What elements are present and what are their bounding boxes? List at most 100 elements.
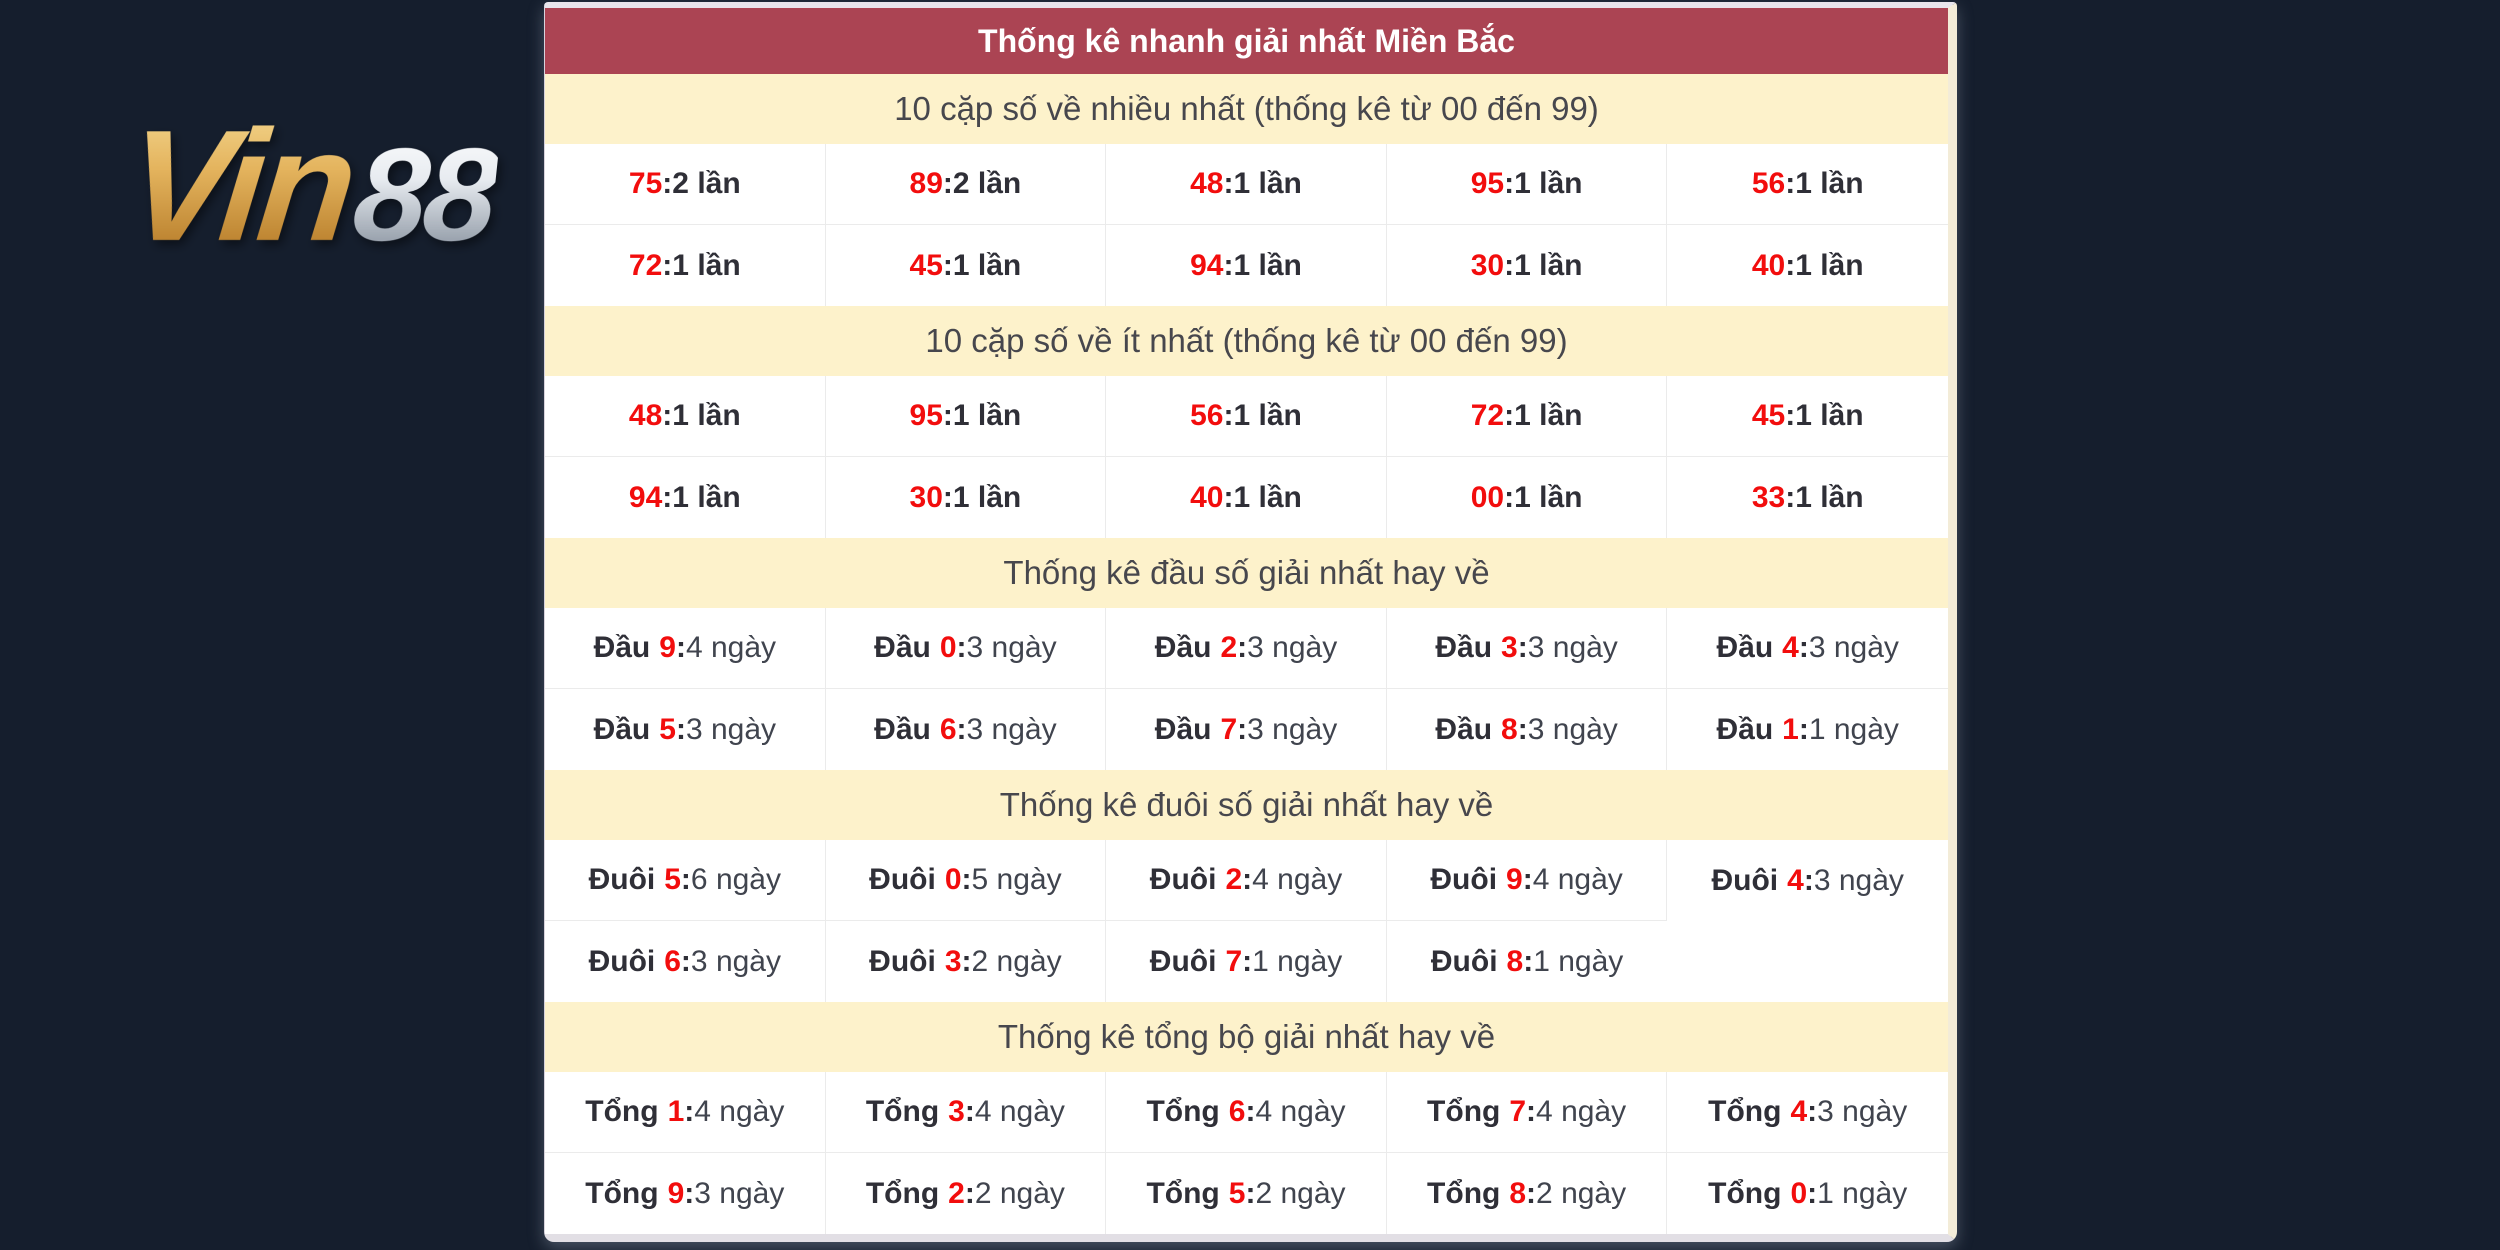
- stat-count: 4 ngày: [1255, 1095, 1346, 1128]
- stat-cell: Đuôi 0: 5 ngày: [825, 840, 1107, 921]
- stat-count: 3 ngày: [1813, 863, 1904, 897]
- stat-cell: Đầu 5: 3 ngày: [545, 689, 826, 770]
- separator: :: [1785, 167, 1796, 200]
- stat-cell: Đầu 8: 3 ngày: [1387, 689, 1668, 770]
- stat-cell: Đuôi 5: 6 ngày: [545, 840, 826, 921]
- stat-number: 7: [1220, 712, 1238, 746]
- separator: :: [956, 631, 967, 664]
- panel-title: Thống kê nhanh giải nhất Miền Bắc: [545, 8, 1948, 74]
- separator: :: [662, 248, 673, 282]
- separator: :: [680, 863, 691, 896]
- stat-cell: Đầu 4: 3 ngày: [1667, 608, 1948, 689]
- stat-count: 5 ngày: [971, 863, 1062, 896]
- stat-cell: Đuôi 6: 3 ngày: [545, 921, 826, 1002]
- stat-label: Đầu: [593, 712, 651, 746]
- stat-cell: 89 : 2 lần: [825, 144, 1107, 225]
- stat-number: 8: [1509, 1176, 1527, 1210]
- stat-label: Đầu: [1716, 712, 1774, 746]
- stat-cell: Tổng 6: 4 ngày: [1106, 1072, 1387, 1153]
- section-header-head-digit-stats: Thống kê đầu số giải nhất hay về: [545, 538, 1948, 608]
- stat-count: 2 ngày: [974, 1176, 1065, 1210]
- stat-count: 3 ngày: [1247, 712, 1338, 746]
- separator: :: [1523, 944, 1534, 978]
- stat-label: Đuôi: [869, 863, 936, 896]
- stat-cell: 30 : 1 lần: [826, 457, 1107, 538]
- stat-number: 7: [1225, 944, 1243, 978]
- stat-row: 94 : 1 lần 30 : 1 lần 40 : 1 lần 00 : 1 lần…: [545, 457, 1948, 538]
- separator: :: [1785, 399, 1796, 432]
- separator: :: [956, 712, 967, 746]
- stat-label: Đầu: [1435, 631, 1493, 664]
- stat-number: 48: [1190, 167, 1224, 200]
- stat-cell: 94 : 1 lần: [1106, 225, 1387, 306]
- stat-cell: Đuôi 2: 4 ngày: [1106, 840, 1387, 921]
- stat-count: 3 ngày: [685, 712, 777, 746]
- stat-cell: Đầu 1: 1 ngày: [1667, 689, 1948, 770]
- stat-row: Đuôi 6: 3 ngày Đuôi 3: 2 ngày Đuôi 7: 1 ngày Đ…: [545, 921, 1948, 1002]
- stat-cell: 56 : 1 lần: [1667, 144, 1948, 225]
- stat-label: Đuôi: [1149, 863, 1217, 896]
- stat-count: 3 ngày: [1527, 712, 1618, 746]
- stat-label: Đuôi: [1711, 863, 1779, 897]
- separator: :: [1526, 1095, 1537, 1128]
- separator: :: [1237, 631, 1248, 664]
- stat-count: 2 lần: [672, 167, 741, 200]
- stat-label: Tổng: [1708, 1176, 1782, 1210]
- stat-count: 1 lần: [1233, 167, 1302, 200]
- stat-number: 1: [667, 1095, 685, 1128]
- separator: :: [1223, 480, 1234, 514]
- separator: :: [1223, 167, 1234, 200]
- separator: :: [1807, 1095, 1818, 1128]
- stat-cell: 72 : 1 lần: [1386, 376, 1668, 457]
- stat-cell: 40 : 1 lần: [1667, 225, 1948, 306]
- stat-number: 94: [1190, 248, 1224, 282]
- stat-count: 1 ngày: [1533, 944, 1624, 978]
- stat-number: 45: [909, 248, 943, 282]
- separator: :: [675, 631, 686, 664]
- separator: :: [1242, 863, 1253, 896]
- stat-cell: Đuôi 9: 4 ngày: [1386, 840, 1668, 921]
- separator: :: [1526, 1176, 1537, 1210]
- stat-number: 6: [939, 712, 957, 746]
- section-header-least-frequent-pairs: 10 cặp số về ít nhất (thống kê từ 00 đến…: [545, 306, 1948, 376]
- stat-count: 1 lần: [1795, 248, 1864, 282]
- stat-number: 7: [1509, 1095, 1527, 1128]
- stat-cell: Đuôi 4: 3 ngày: [1667, 840, 1948, 921]
- stat-number: 95: [1470, 167, 1505, 200]
- stat-count: 4 ngày: [1536, 1095, 1627, 1128]
- stat-label: Tổng: [1708, 1095, 1782, 1128]
- stat-label: Đầu: [1154, 631, 1212, 664]
- stat-count: 1 lần: [1795, 480, 1864, 514]
- stat-count: 1 lần: [1514, 480, 1583, 514]
- section-header-tail-digit-stats: Thống kê đuôi số giải nhất hay về: [545, 770, 1948, 840]
- stat-count: 6 ngày: [690, 863, 781, 896]
- stat-count: 3 ngày: [1808, 631, 1899, 664]
- stat-count: 3 ngày: [1527, 631, 1618, 664]
- stat-cell: Đầu 3: 3 ngày: [1386, 608, 1668, 689]
- stat-number: 9: [667, 1176, 685, 1210]
- stat-cell: Đầu 6: 3 ngày: [826, 689, 1107, 770]
- stat-cell: Tổng 0: 1 ngày: [1667, 1153, 1948, 1234]
- stat-cell: 30 : 1 lần: [1387, 225, 1668, 306]
- stat-count: 4 ngày: [1252, 863, 1343, 896]
- separator: :: [942, 480, 953, 514]
- separator: :: [1798, 631, 1809, 664]
- stat-cell: Tổng 1: 4 ngày: [545, 1072, 826, 1153]
- sections-container: 10 cặp số về nhiều nhất (thống kê từ 00 …: [545, 74, 1948, 1234]
- separator: :: [1504, 248, 1515, 282]
- stat-count: 1 lần: [952, 480, 1022, 514]
- stat-cell: Tổng 9: 3 ngày: [545, 1153, 826, 1234]
- stat-label: Đuôi: [1149, 944, 1217, 978]
- stat-number: 94: [628, 480, 663, 514]
- stat-count: 1 lần: [1233, 248, 1302, 282]
- separator: :: [1237, 712, 1248, 746]
- stat-label: Đầu: [1154, 712, 1212, 746]
- separator: :: [684, 1095, 695, 1128]
- stat-count: 2 ngày: [1255, 1176, 1346, 1210]
- stat-count: 1 lần: [1795, 399, 1864, 432]
- stat-count: 1 lần: [1514, 248, 1583, 282]
- logo-text-vin: Vin: [118, 96, 359, 277]
- stat-label: Đuôi: [1430, 863, 1498, 896]
- separator: :: [942, 399, 953, 432]
- separator: :: [662, 167, 673, 200]
